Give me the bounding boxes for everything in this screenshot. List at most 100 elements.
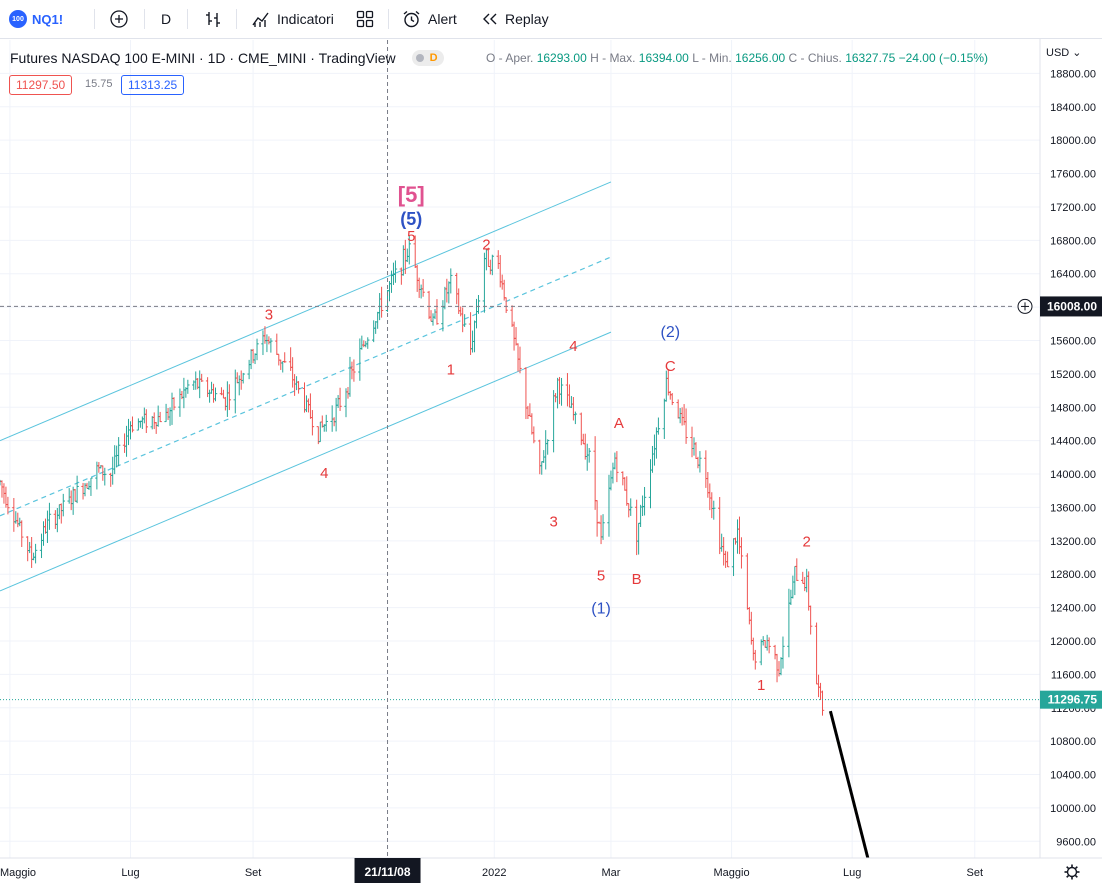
ohlc-bar <box>587 447 591 463</box>
ohlc-bar <box>678 408 682 424</box>
ohlc-bar <box>427 290 431 320</box>
ohlc-bar <box>136 418 141 431</box>
wave-label: B <box>632 571 642 588</box>
ohlc-bar <box>526 405 530 420</box>
wave-label: 3 <box>265 306 273 323</box>
ohlc-bar <box>292 374 297 396</box>
ohlc-bar <box>25 536 30 562</box>
ohlc-bar <box>801 571 805 584</box>
ohlc-bar <box>417 277 421 298</box>
ohlc-bar <box>490 254 495 276</box>
time-tick-label: Mar <box>601 867 620 879</box>
sell-button[interactable]: 11297.50 <box>9 75 73 95</box>
gear-icon[interactable] <box>1064 864 1080 880</box>
ohlc-bar <box>154 422 158 434</box>
price-tick-label: 17600.00 <box>1050 169 1096 181</box>
ohlc-bar <box>488 259 493 275</box>
ohlc-bar <box>393 260 398 283</box>
symbol-logo-icon: 100 <box>9 10 27 28</box>
ohlc-bar <box>43 518 48 534</box>
ohlc-bar <box>275 333 279 355</box>
alert-button[interactable]: Alert <box>401 0 457 38</box>
ohlc-bar <box>601 514 605 540</box>
ohlc-bar <box>779 657 783 676</box>
bar-style-button[interactable] <box>203 0 223 38</box>
ohlc-bar <box>737 516 742 555</box>
channel-upper-line <box>0 181 612 442</box>
ohlc-bar <box>615 451 619 483</box>
crosshair-price-label: 16008.00 <box>1047 299 1097 313</box>
ohlc-bar <box>344 388 348 418</box>
ohlc-bar <box>569 396 574 409</box>
add-price-button[interactable] <box>1017 298 1033 314</box>
ohlc-bar <box>294 376 299 391</box>
spread-value: 15.75 <box>85 78 113 90</box>
data-status-badge[interactable]: D <box>411 50 444 66</box>
wave-label: (5) <box>400 209 422 229</box>
ohlc-bar <box>55 507 60 533</box>
ohlc-bar <box>371 320 376 343</box>
ohlc-bar <box>302 382 307 413</box>
symbol-search[interactable]: 100 NQ1! <box>9 0 63 38</box>
ohlc-bar <box>500 274 504 290</box>
ohlc-bar <box>795 558 799 582</box>
ohlc-bar <box>636 522 641 555</box>
high-label: H - Max. <box>590 51 636 65</box>
currency-dropdown[interactable]: USD ⌄ <box>1046 47 1082 59</box>
ohlc-bar <box>247 359 251 380</box>
delayed-badge: D <box>429 52 438 64</box>
ohlc-bar <box>103 467 107 486</box>
ohlc-bar <box>304 395 309 413</box>
ohlc-bar <box>419 284 423 299</box>
ohlc-bar <box>346 387 350 399</box>
ohlc-bars <box>0 235 825 716</box>
ohlc-bar <box>0 480 4 498</box>
ohlc-bar <box>816 674 821 698</box>
ohlc-bar <box>73 488 77 502</box>
ohlc-bar <box>455 272 459 305</box>
time-tick-label: Lug <box>843 867 861 879</box>
chart-grid <box>0 40 1040 858</box>
ohlc-bar <box>745 553 750 610</box>
indicators-button[interactable]: Indicatori <box>251 0 334 38</box>
ohlc-bar <box>0 479 2 486</box>
ohlc-bar <box>638 504 643 527</box>
ohlc-bar <box>290 357 295 388</box>
ohlc-bar <box>445 278 449 303</box>
price-tick-label: 14400.00 <box>1050 436 1096 448</box>
time-tick-label: Set <box>245 867 262 879</box>
ohlc-bar <box>358 338 362 381</box>
replay-button[interactable]: Replay <box>481 0 549 38</box>
ohlc-bar <box>12 497 16 532</box>
ohlc-bar <box>166 407 170 420</box>
price-tick-label: 14800.00 <box>1050 402 1096 414</box>
interval-button[interactable]: D <box>161 11 172 27</box>
ohlc-bar <box>544 430 548 470</box>
ohlc-bar <box>150 416 154 430</box>
ohlc-bar <box>421 279 425 297</box>
ohlc-bar <box>207 389 212 403</box>
ohlc-bar <box>725 551 730 568</box>
layout-button[interactable] <box>355 0 375 38</box>
ohlc-bar <box>336 395 340 408</box>
compare-symbol-button[interactable] <box>109 0 129 38</box>
channel-median-line <box>0 256 612 517</box>
ohlc-bar <box>704 450 708 488</box>
ohlc-bar <box>265 334 269 353</box>
ohlc-bar <box>261 330 265 356</box>
ohlc-bar <box>211 383 216 403</box>
ohlc-bar <box>585 443 589 471</box>
ohlc-bar <box>116 437 121 467</box>
ohlc-bar <box>71 486 75 515</box>
price-tick-label: 15200.00 <box>1050 369 1096 381</box>
buy-button[interactable]: 11313.25 <box>121 75 185 95</box>
ohlc-bar <box>625 476 629 506</box>
top-toolbar: 100 NQ1! D Indicatori Alert Replay <box>0 0 1102 39</box>
price-tick-label: 13200.00 <box>1050 536 1096 548</box>
ohlc-bar <box>447 281 451 304</box>
ohlc-bar <box>472 320 477 353</box>
ohlc-bar <box>512 321 516 351</box>
ohlc-bar <box>249 349 253 370</box>
ohlc-bar <box>747 607 752 625</box>
